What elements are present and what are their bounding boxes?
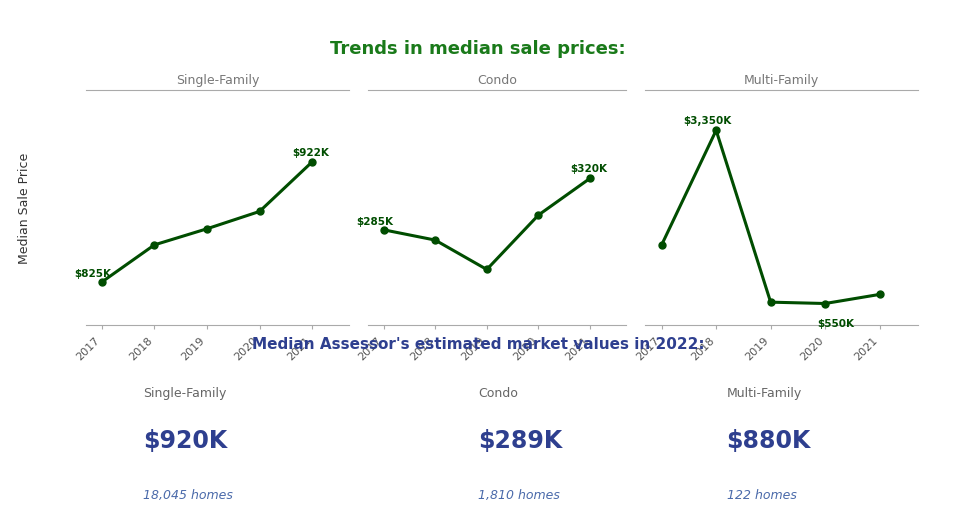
Text: Median Assessor's estimated market values in 2022:: Median Assessor's estimated market value… <box>251 336 705 351</box>
Text: $3,350K: $3,350K <box>683 116 731 126</box>
Text: 2022: New Trier Township: 2022: New Trier Township <box>10 9 270 27</box>
Text: 122 homes: 122 homes <box>727 488 796 500</box>
Text: Single-Family: Single-Family <box>143 386 227 399</box>
Text: $922K: $922K <box>293 147 330 158</box>
Title: Multi-Family: Multi-Family <box>744 74 819 87</box>
Text: Median Sale Price: Median Sale Price <box>18 153 32 264</box>
Text: Trends in median sale prices:: Trends in median sale prices: <box>330 40 626 58</box>
Text: $920K: $920K <box>143 428 228 452</box>
Text: $289K: $289K <box>478 428 562 452</box>
Text: 1,810 homes: 1,810 homes <box>478 488 560 500</box>
Text: $880K: $880K <box>727 428 811 452</box>
Text: Condo: Condo <box>478 386 518 399</box>
Text: $825K: $825K <box>74 269 111 279</box>
Text: $320K: $320K <box>571 164 608 174</box>
Text: $285K: $285K <box>356 217 393 227</box>
Text: Multi-Family: Multi-Family <box>727 386 802 399</box>
Text: 18,045 homes: 18,045 homes <box>143 488 233 500</box>
Title: Single-Family: Single-Family <box>176 74 259 87</box>
Text: $550K: $550K <box>816 318 854 328</box>
Title: Condo: Condo <box>477 74 517 87</box>
